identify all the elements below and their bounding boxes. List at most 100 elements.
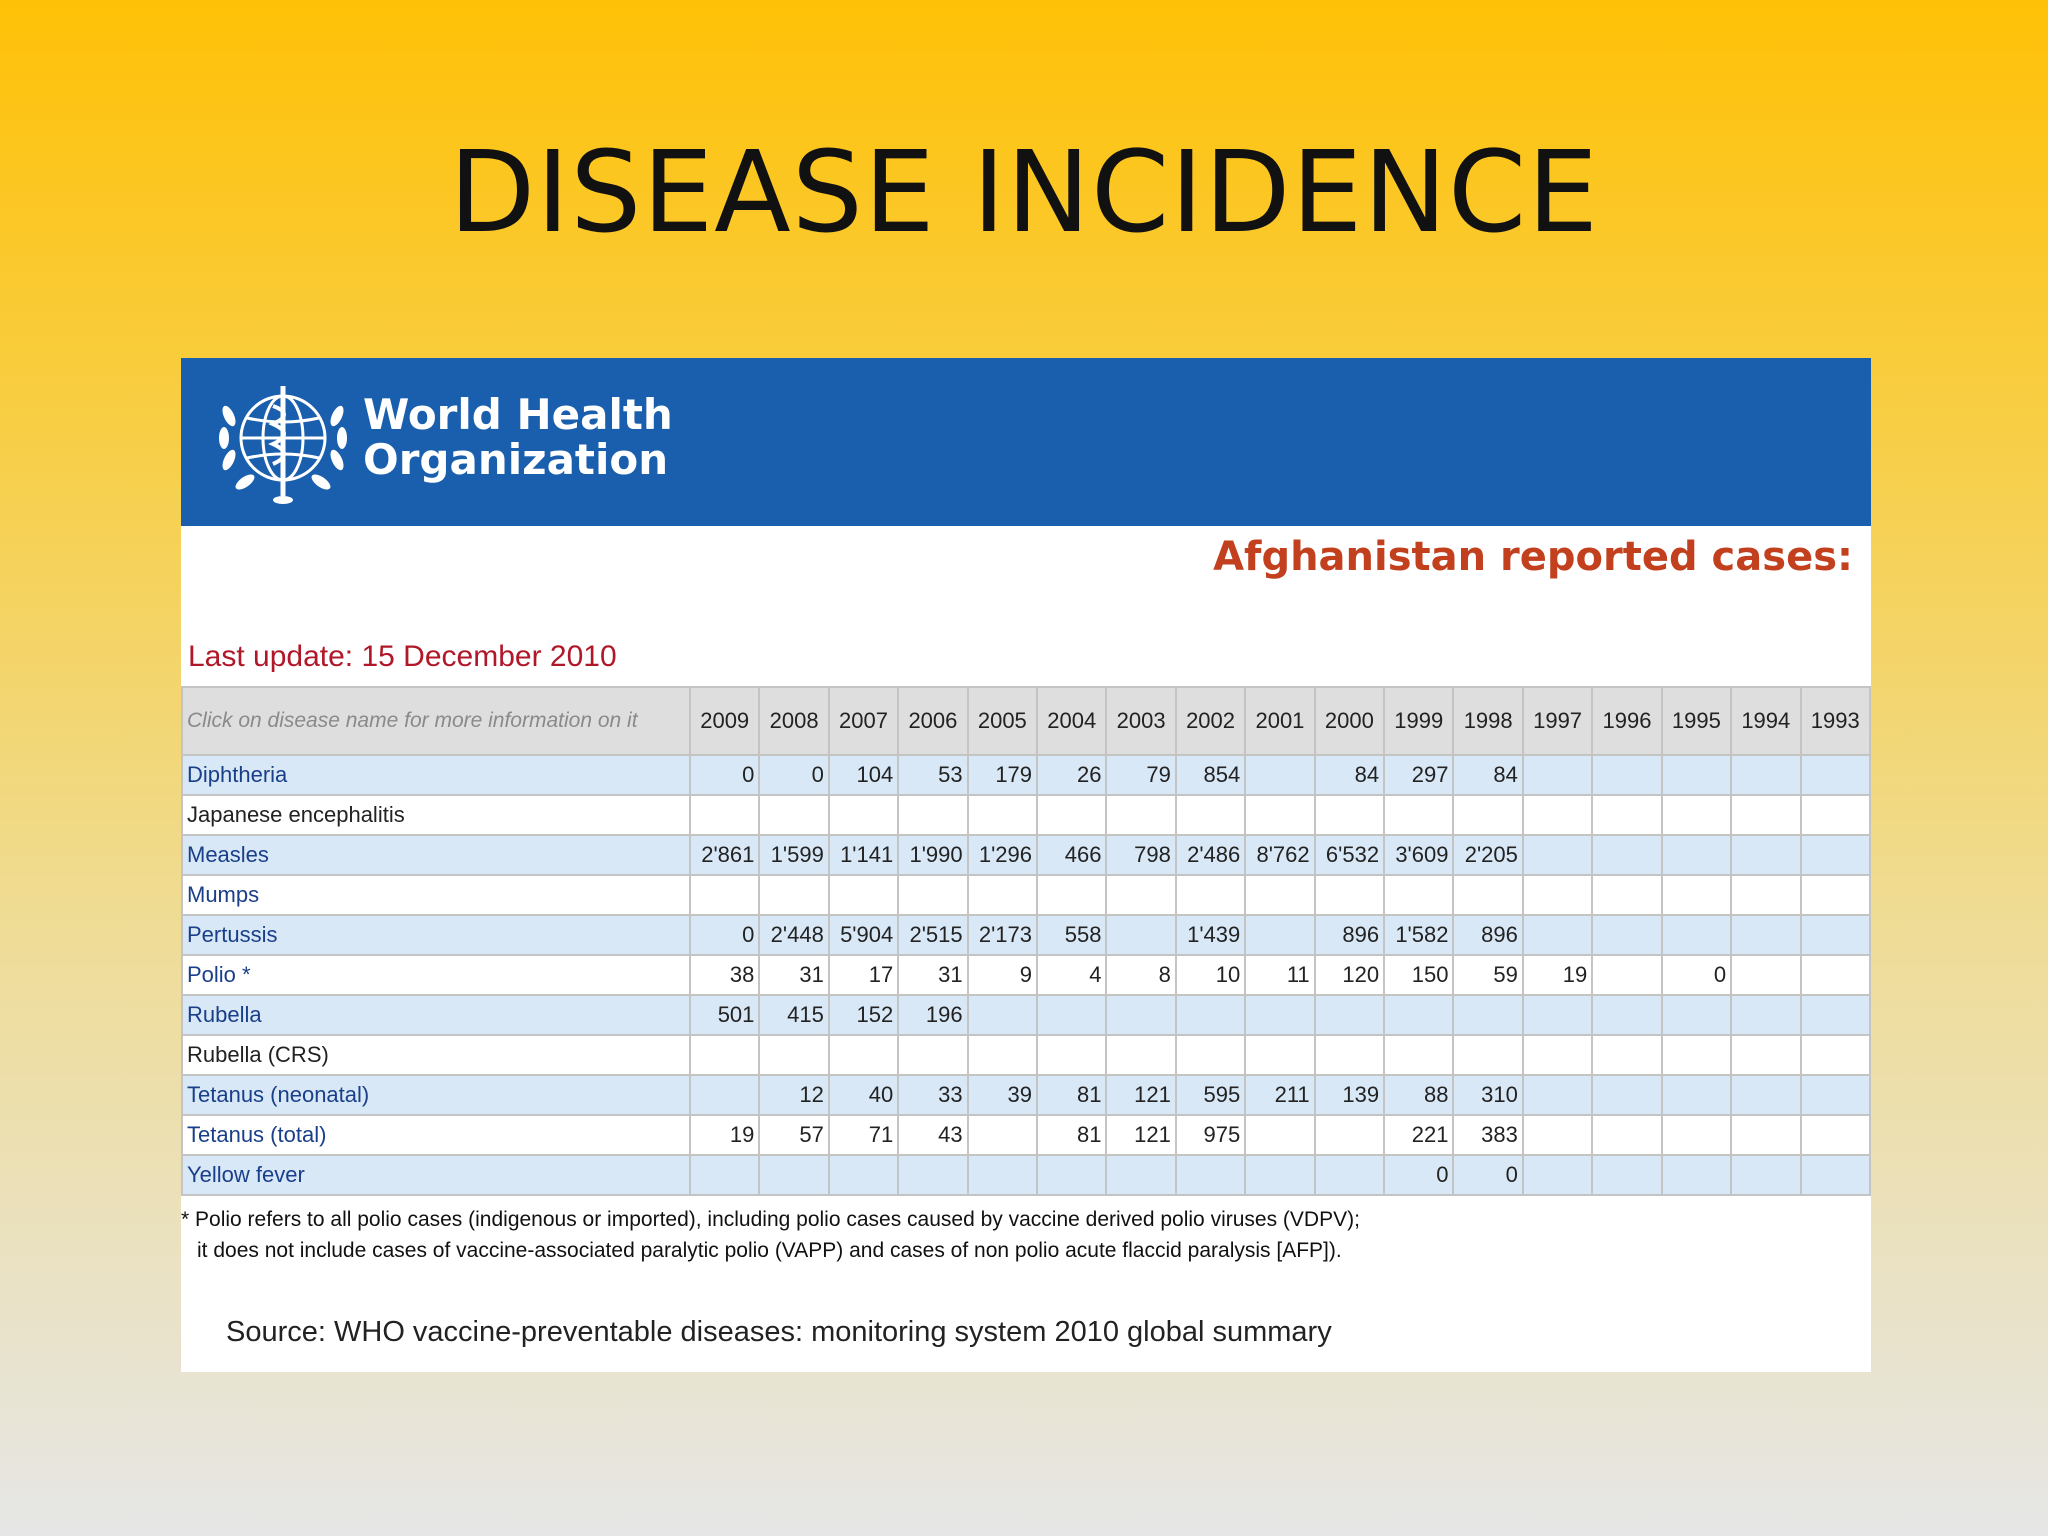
case-count-cell: 81 [1036,1114,1108,1156]
table-row: Tetanus (total) 19 57 71 43 81 121 975 221 383 [181,1114,1871,1156]
case-count-cell: 896 [1452,914,1524,956]
case-count-cell [1383,874,1455,916]
case-count-cell [1730,1034,1802,1076]
case-count-cell [1521,994,1594,1036]
case-count-cell [1521,1154,1594,1196]
org-name-line1: World Health [363,390,673,439]
case-count-cell [1660,794,1733,836]
report-title: Afghanistan reported cases: [1213,534,1853,580]
case-count-cell: 297 [1383,754,1455,796]
case-count-cell: 1'582 [1383,914,1455,956]
case-count-cell [1799,1074,1871,1116]
case-count-cell [966,994,1039,1036]
year-header: 1994 [1730,686,1802,756]
year-header: 2005 [966,686,1039,756]
case-count-cell: 1'141 [827,834,900,876]
case-count-cell [897,794,969,836]
table-row: Polio * 38 31 17 31 9 4 8 10 11 120 150 59 19 0 [181,954,1871,996]
case-count-cell [1799,794,1871,836]
case-count-cell: 11 [1244,954,1316,996]
disease-name[interactable]: Measles [181,834,691,876]
table-row: Mumps [181,874,1871,916]
case-count-cell [1591,994,1663,1036]
case-count-cell: 88 [1383,1074,1455,1116]
case-count-cell [1452,794,1524,836]
cases-table: Click on disease name for more informati… [181,686,1871,1196]
case-count-cell [1660,914,1733,956]
case-count-cell [1591,1114,1663,1156]
disease-name[interactable]: Tetanus (total) [181,1114,691,1156]
case-count-cell [1799,874,1871,916]
case-count-cell [827,874,900,916]
case-count-cell: 31 [897,954,969,996]
disease-name: Rubella (CRS) [181,1034,691,1076]
case-count-cell [1174,994,1247,1036]
case-count-cell: 120 [1313,954,1386,996]
case-count-cell [1244,1114,1316,1156]
case-count-cell [1521,1034,1594,1076]
who-banner: World Health Organization [181,358,1871,526]
case-count-cell [1313,1034,1386,1076]
case-count-cell [1383,794,1455,836]
case-count-cell: 40 [827,1074,900,1116]
case-count-cell: 121 [1105,1074,1177,1116]
case-count-cell [1244,914,1316,956]
case-count-cell: 1'439 [1174,914,1247,956]
case-count-cell [1799,954,1871,996]
case-count-cell: 896 [1313,914,1386,956]
case-count-cell [1036,874,1108,916]
case-count-cell [1105,1154,1177,1196]
disease-name[interactable]: Mumps [181,874,691,916]
source-note: Source: WHO vaccine-preventable diseases… [226,1316,1332,1348]
table-row: Rubella 501 415 152 196 [181,994,1871,1036]
year-header: 1997 [1521,686,1594,756]
case-count-cell [1174,794,1247,836]
case-count-cell: 9 [966,954,1039,996]
case-count-cell: 0 [688,914,761,956]
case-count-cell [1591,1074,1663,1116]
case-count-cell: 383 [1452,1114,1524,1156]
case-count-cell [1591,954,1663,996]
case-count-cell [1730,754,1802,796]
case-count-cell [1730,994,1802,1036]
case-count-cell [966,1154,1039,1196]
case-count-cell [1313,994,1386,1036]
case-count-cell [966,794,1039,836]
disease-name[interactable]: Yellow fever [181,1154,691,1196]
case-count-cell: 38 [688,954,761,996]
case-count-cell: 2'861 [688,834,761,876]
case-count-cell [688,1034,761,1076]
case-count-cell [1521,794,1594,836]
disease-name[interactable]: Polio * [181,954,691,996]
case-count-cell: 6'532 [1313,834,1386,876]
case-count-cell [1591,754,1663,796]
disease-name[interactable]: Pertussis [181,914,691,956]
disease-name[interactable]: Tetanus (neonatal) [181,1074,691,1116]
case-count-cell [1591,1034,1663,1076]
case-count-cell [1730,1074,1802,1116]
case-count-cell [1730,1114,1802,1156]
case-count-cell [1244,874,1316,916]
case-count-cell [1452,994,1524,1036]
case-count-cell [897,1154,969,1196]
disease-name[interactable]: Diphtheria [181,754,691,796]
disease-name[interactable]: Rubella [181,994,691,1036]
case-count-cell [1730,1154,1802,1196]
header-hint: Click on disease name for more informati… [181,686,691,756]
who-report-panel: World Health Organization Afghanistan re… [181,358,1871,1372]
case-count-cell [897,874,969,916]
disease-name: Japanese encephalitis [181,794,691,836]
case-count-cell [1036,994,1108,1036]
case-count-cell [1660,1034,1733,1076]
case-count-cell: 26 [1036,754,1108,796]
year-header: 2009 [688,686,761,756]
case-count-cell: 84 [1313,754,1386,796]
case-count-cell [1660,1154,1733,1196]
case-count-cell: 196 [897,994,969,1036]
case-count-cell [1174,1154,1247,1196]
year-header: 2008 [758,686,830,756]
case-count-cell [1660,834,1733,876]
year-header: 1995 [1660,686,1733,756]
case-count-cell: 1'990 [897,834,969,876]
case-count-cell [1660,874,1733,916]
